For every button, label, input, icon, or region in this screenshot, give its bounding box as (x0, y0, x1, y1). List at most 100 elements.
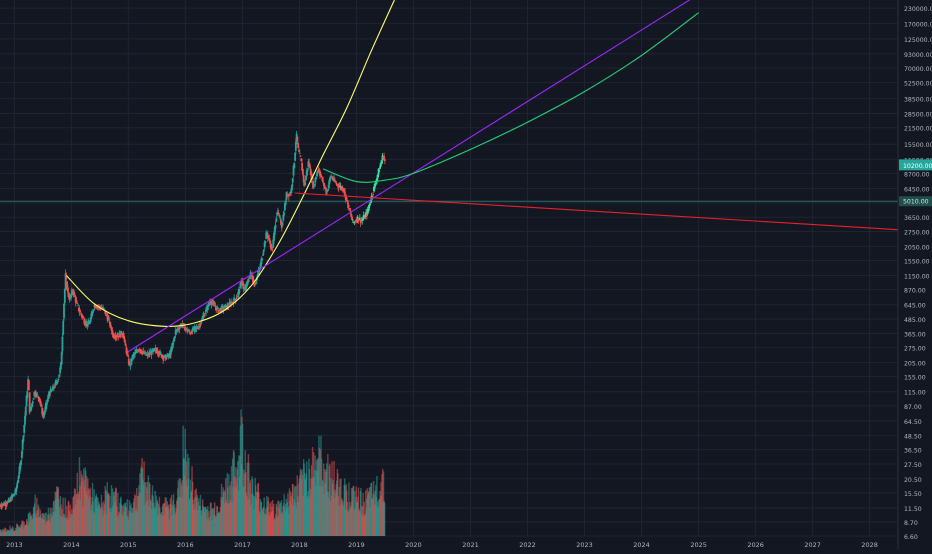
candle-body (380, 163, 382, 166)
candle-body (52, 387, 55, 389)
candle-body (79, 311, 82, 313)
candle-body (6, 502, 8, 505)
candle-body (63, 289, 66, 303)
candle-body (268, 238, 271, 240)
candle-body (21, 439, 24, 450)
candle-body (38, 398, 41, 403)
y-tick-label: 21500.00 (904, 126, 932, 133)
candle-body (256, 274, 259, 278)
candle-body (371, 196, 374, 198)
candle-body (315, 177, 318, 180)
candle-body (367, 207, 370, 211)
candle-body (170, 346, 173, 352)
x-tick-label: 2020 (405, 541, 422, 549)
candle-body (335, 183, 338, 185)
trend-overlays[interactable] (66, 0, 899, 353)
candle-body (172, 340, 175, 345)
candle-body (90, 313, 93, 320)
candle-body (350, 214, 353, 217)
overlay-purple-line[interactable] (128, 0, 898, 353)
candle-body (376, 174, 379, 178)
candle-body (109, 324, 112, 326)
volume-bar (64, 497, 66, 536)
y-tick-label: 15500.00 (904, 142, 932, 149)
candle-body (24, 406, 27, 416)
candle-body (144, 352, 147, 354)
y-tick-label: 8700.00 (904, 171, 930, 178)
candle-body (310, 172, 313, 180)
candle-body (232, 301, 235, 304)
y-tick-label: 36.50 (904, 448, 922, 455)
candle-body (333, 180, 336, 182)
candle-body (142, 351, 145, 353)
candle-body (361, 219, 364, 221)
candle-body (13, 493, 16, 495)
candle-body (346, 200, 349, 201)
candle-body (53, 387, 56, 389)
candle-body (188, 330, 190, 332)
candle-body (216, 307, 219, 310)
candle-body (110, 327, 113, 331)
candle-body (283, 213, 286, 216)
candle-body (309, 168, 312, 176)
volume-bar (104, 490, 107, 536)
candle-body (169, 355, 172, 358)
candle-body (219, 308, 222, 310)
candle-body (13, 494, 15, 496)
volume-bar (241, 423, 244, 536)
candle-body (305, 170, 308, 176)
candle-body (123, 339, 126, 341)
y-tick-label: 155.00 (904, 375, 926, 382)
price-label-upper-bg (899, 159, 932, 171)
candle-body (49, 393, 51, 396)
candle-body (191, 331, 193, 334)
y-tick-label: 38500.00 (904, 96, 932, 103)
y-tick-label: 6450.00 (904, 186, 930, 193)
candle-body (262, 249, 265, 252)
price-label-lower: 5010.00 (903, 199, 929, 206)
candle-body (280, 220, 282, 225)
candle-body (67, 293, 70, 298)
candle-body (133, 354, 136, 356)
x-tick-label: 2025 (690, 541, 707, 549)
candle-body (22, 436, 25, 442)
candle-body (215, 307, 218, 311)
time-axis[interactable]: 2013 2014 2015 2016 2017 2018 2019 2020 2021 2022… (6, 541, 878, 549)
y-tick-label: 52500.00 (904, 81, 932, 88)
candle-body (308, 164, 311, 168)
y-tick-label: 870.00 (904, 288, 926, 295)
candle-body (88, 323, 91, 325)
candle-body (348, 208, 351, 211)
overlay-green-curve[interactable] (322, 12, 699, 183)
x-tick-label: 2027 (804, 541, 821, 549)
candle-body (286, 194, 289, 197)
candle-body (104, 311, 107, 315)
candle-body (25, 395, 28, 407)
candle-body (197, 327, 200, 330)
candle-body (9, 498, 12, 501)
candle-body (24, 415, 26, 425)
candle-body (226, 305, 229, 308)
candle-body (73, 291, 76, 294)
candle-body (301, 162, 303, 171)
candle-body (321, 178, 324, 182)
candle-body (248, 280, 250, 282)
y-tick-label: 365.00 (904, 331, 926, 338)
candle-body (62, 321, 65, 335)
y-tick-label: 6.60 (904, 534, 918, 541)
candle-body (75, 300, 78, 302)
candle-body (127, 358, 130, 365)
candle-body (312, 183, 315, 185)
candle-body (174, 330, 177, 335)
candle-body (362, 218, 364, 220)
candle-body (316, 170, 319, 173)
candle-body (119, 334, 122, 338)
candle-body (359, 219, 362, 223)
candle-body (294, 141, 297, 151)
candle-body (269, 241, 271, 244)
candle-body (221, 306, 224, 309)
candle-body (43, 412, 46, 415)
overlay-red-line[interactable] (294, 192, 899, 231)
overlay-yellow-curve[interactable] (66, 0, 395, 327)
